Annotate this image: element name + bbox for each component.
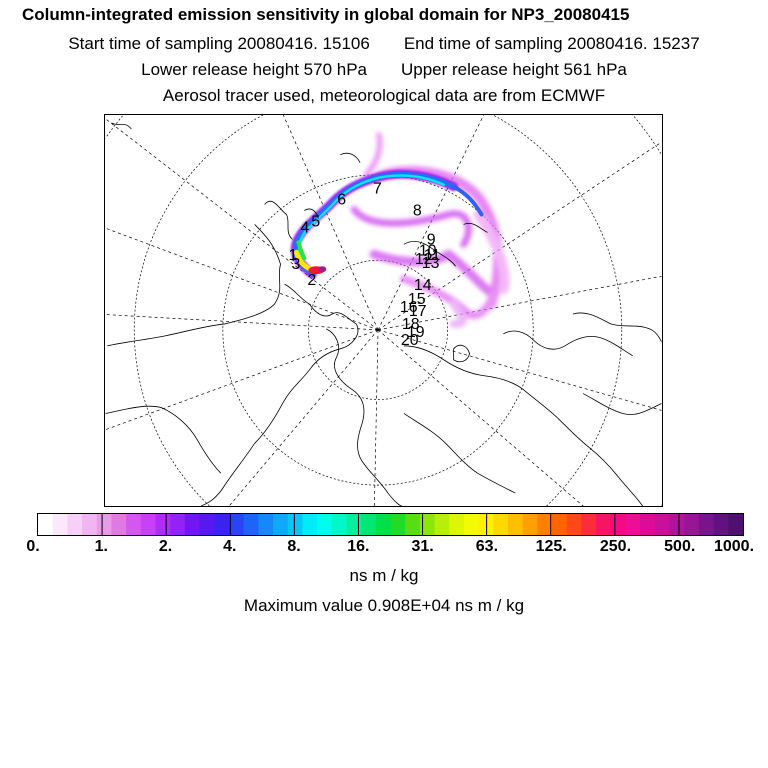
colorbar-swatch — [243, 514, 259, 535]
colorbar-swatch — [581, 514, 597, 535]
end-time: End time of sampling 20080416. 15237 — [403, 34, 700, 53]
start-time: Start time of sampling 20080416. 15106 — [68, 34, 370, 53]
colorbar-swatch — [199, 514, 215, 535]
day-label-16: 16 — [400, 299, 418, 316]
colorbar-tick-label: 16. — [347, 538, 370, 555]
day-label-9: 9 — [427, 231, 436, 248]
day-label-13: 13 — [422, 255, 440, 272]
colorbar-swatch — [640, 514, 656, 535]
colorbar-units: ns m / kg — [349, 566, 419, 585]
colorbar-tick-label: 8. — [287, 538, 301, 555]
colorbar-swatch — [302, 514, 318, 535]
colorbar-swatch — [346, 514, 362, 535]
coastlines — [105, 122, 662, 506]
day-label-5: 5 — [311, 213, 320, 230]
colorbar-swatch — [52, 514, 68, 535]
colorbar-tick-label: 63. — [475, 538, 499, 555]
colorbar-swatch — [508, 514, 524, 535]
colorbar-swatch — [273, 514, 289, 535]
day-label-15: 15 — [408, 291, 426, 308]
chart-title: Column-integrated emission sensitivity i… — [22, 5, 630, 24]
colorbar-swatch — [596, 514, 612, 535]
day-label-17: 17 — [409, 303, 427, 320]
upper-height: Upper release height 561 hPa — [401, 60, 627, 79]
colorbar-swatch — [493, 514, 509, 535]
colorbar-swatch — [537, 514, 553, 535]
day-label-10: 10 — [419, 242, 437, 259]
day-label-7: 7 — [373, 181, 382, 198]
emission-plume — [290, 131, 510, 328]
colorbar-swatch — [214, 514, 230, 535]
colorbar-swatch — [552, 514, 568, 535]
colorbar-swatch — [434, 514, 450, 535]
colorbar-swatch — [728, 514, 743, 535]
day-label-11: 11 — [424, 247, 441, 264]
colorbar-swatch — [126, 514, 142, 535]
colorbar-swatch — [449, 514, 465, 535]
day-label-18: 18 — [402, 316, 420, 333]
colorbar-swatch — [184, 514, 201, 535]
colorbar-swatch — [669, 514, 685, 535]
day-label-12: 12 — [415, 251, 433, 268]
day-label-20: 20 — [401, 332, 419, 349]
colorbar-swatch — [67, 514, 83, 535]
day-labels: 1 2 3 4 5 6 7 8 9 10 11 12 13 14 15 16 1… — [288, 181, 440, 349]
colorbar-swatch — [111, 514, 127, 535]
latitude-circles — [105, 115, 662, 506]
colorbar-swatch — [361, 514, 377, 535]
colorbar-tick-label: 1. — [94, 538, 108, 555]
tracer-note: Aerosol tracer used, meteorological data… — [162, 86, 606, 105]
colorbar-swatch — [698, 514, 715, 535]
day-label-1: 1 — [288, 247, 297, 264]
colorbar — [37, 513, 744, 536]
colorbar-swatch — [684, 514, 700, 535]
colorbar-swatch — [390, 514, 406, 535]
colorbar-tick-label: 1000. — [713, 538, 755, 555]
colorbar-swatch — [170, 514, 186, 535]
colorbar-tick-label: 125. — [535, 538, 567, 555]
colorbar-swatch — [96, 514, 112, 535]
colorbar-tick-label: 500. — [664, 538, 696, 555]
colorbar-tick-label: 31. — [411, 538, 434, 555]
day-label-8: 8 — [413, 202, 422, 219]
colorbar-swatch — [317, 514, 333, 535]
colorbar-tick-label: 250. — [599, 538, 632, 555]
colorbar-swatch — [258, 514, 274, 535]
colorbar-tick-label: 4. — [223, 538, 237, 555]
colorbar-swatch — [375, 514, 391, 535]
day-label-19: 19 — [407, 324, 425, 341]
colorbar-swatch — [419, 514, 436, 535]
colorbar-swatch — [610, 514, 626, 535]
colorbar-swatch — [155, 514, 171, 535]
colorbar-swatch — [140, 514, 156, 535]
polar-map: 1 2 3 4 5 6 7 8 9 10 11 12 13 14 15 16 1… — [104, 114, 663, 507]
colorbar-swatch — [713, 514, 729, 535]
colorbar-swatch — [82, 514, 98, 535]
colorbar-tick-label: 2. — [158, 538, 173, 555]
maximum-value: Maximum value 0.908E+04 ns m / kg — [243, 596, 525, 615]
colorbar-swatch — [522, 514, 538, 535]
lower-height: Lower release height 570 hPa — [141, 60, 367, 79]
colorbar-swatch — [625, 514, 641, 535]
colorbar-swatch — [566, 514, 582, 535]
colorbar-tick-label: 0. — [26, 538, 40, 555]
day-label-3: 3 — [291, 256, 300, 273]
colorbar-swatch — [38, 514, 54, 535]
day-label-2: 2 — [307, 272, 316, 289]
colorbar-swatch — [331, 514, 347, 535]
day-label-14: 14 — [414, 277, 432, 294]
colorbar-swatch — [287, 514, 303, 535]
day-label-6: 6 — [337, 192, 346, 209]
release-heights: Lower release height 570 hPa Upper releas… — [0, 60, 768, 80]
colorbar-swatch — [228, 514, 245, 535]
colorbar-swatch — [463, 514, 480, 535]
colorbar-swatch — [405, 514, 421, 535]
day-label-4: 4 — [300, 219, 309, 236]
sampling-times: Start time of sampling 20080416. 15106 En… — [0, 34, 768, 54]
colorbar-swatch — [654, 514, 671, 535]
